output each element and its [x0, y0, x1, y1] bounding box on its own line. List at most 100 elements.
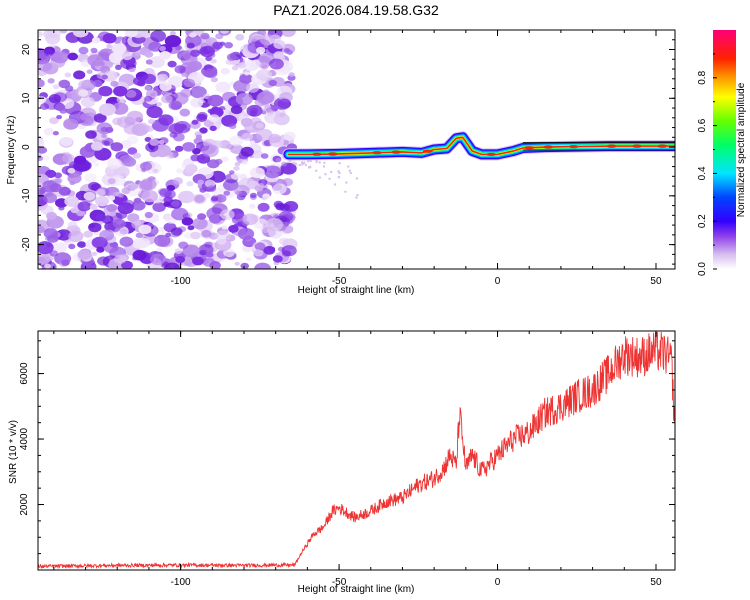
noise-blob: [272, 183, 287, 195]
noise-blob: [125, 89, 137, 98]
noise-blob: [107, 178, 116, 185]
noise-dot: [337, 175, 340, 179]
noise-blob: [38, 146, 48, 154]
noise-blob: [269, 58, 284, 70]
noise-blob: [172, 152, 179, 157]
noise-dot: [344, 190, 347, 193]
noise-blob: [158, 114, 174, 126]
noise-dot: [333, 183, 337, 186]
noise-dot: [301, 163, 304, 166]
noise-blob: [98, 103, 116, 116]
noise-blob: [224, 42, 234, 49]
noise-blob: [97, 256, 110, 266]
noise-blob: [95, 188, 106, 197]
y-tick-label: 2000: [19, 493, 30, 516]
noise-blob: [115, 64, 122, 70]
noise-blob: [140, 178, 157, 191]
noise-blob: [80, 96, 96, 108]
noise-blob: [157, 73, 169, 82]
noise-blob: [158, 139, 165, 145]
noise-blob: [101, 74, 108, 80]
noise-blob: [121, 187, 131, 195]
noise-blob: [199, 46, 215, 58]
ridge-peak: [524, 146, 535, 150]
noise-blob: [142, 73, 157, 85]
snr-xlabel: Height of straight line (km): [298, 584, 415, 595]
noise-blob: [110, 142, 124, 152]
noise-blob: [228, 225, 239, 233]
noise-dot: [330, 170, 333, 174]
noise-blob: [68, 243, 76, 250]
ridge-peak: [311, 152, 322, 156]
noise-blob: [67, 52, 78, 61]
noise-dot: [294, 162, 297, 165]
ridge-peak: [422, 149, 433, 153]
noise-blob: [182, 142, 196, 152]
noise-blob: [141, 190, 158, 203]
ridge-peak: [486, 152, 497, 156]
noise-blob: [184, 164, 198, 174]
noise-blob: [38, 252, 51, 265]
noise-blob: [79, 145, 96, 158]
noise-blob: [205, 251, 214, 258]
noise-blob: [103, 204, 120, 217]
noise-blob: [68, 230, 84, 242]
noise-blob: [195, 134, 203, 140]
noise-blob: [189, 32, 197, 38]
colorbar-tick-label: 0.8: [697, 70, 708, 84]
noise-blob: [229, 135, 244, 147]
noise-blob: [240, 146, 254, 157]
noise-blob: [54, 103, 66, 111]
noise-blob: [186, 181, 194, 187]
ridge-peak: [327, 152, 338, 156]
noise-blob: [126, 135, 139, 145]
colorbar-tick-label: 0.6: [697, 118, 708, 132]
noise-blob: [207, 94, 224, 107]
noise-blob: [281, 245, 297, 257]
noise-blob: [38, 61, 52, 72]
noise-blob: [80, 113, 91, 121]
noise-blob: [131, 238, 146, 249]
noise-blob: [230, 105, 243, 115]
noise-blob: [197, 111, 208, 120]
noise-blob: [150, 253, 166, 266]
noise-blob: [200, 32, 210, 40]
noise-blob: [199, 127, 208, 134]
noise-blob: [110, 80, 119, 87]
snr-ylabel: SNR (10 * v/v): [8, 420, 19, 484]
noise-blob: [127, 213, 140, 223]
noise-blob: [156, 102, 162, 107]
noise-blob: [93, 113, 107, 123]
noise-blob: [172, 265, 180, 269]
noise-blob: [49, 250, 58, 257]
noise-blob: [159, 45, 166, 52]
noise-blob: [277, 98, 292, 109]
noise-blob: [144, 51, 154, 58]
noise-blob: [112, 192, 119, 197]
noise-blob: [255, 128, 273, 142]
noise-blob: [111, 102, 129, 115]
y-tick-label: 4000: [19, 427, 30, 450]
noise-dot: [337, 170, 340, 173]
noise-blob: [133, 76, 145, 86]
noise-blob: [150, 30, 167, 42]
noise-blob: [86, 69, 93, 74]
noise-blob: [38, 78, 45, 88]
x-tick-label: 0: [495, 276, 501, 287]
noise-blob: [78, 80, 91, 89]
noise-dot: [307, 160, 310, 163]
noise-blob: [181, 217, 194, 226]
noise-blob: [113, 219, 126, 229]
noise-blob: [67, 173, 82, 184]
noise-blob: [132, 152, 142, 159]
noise-dot: [356, 194, 359, 197]
noise-blob: [58, 186, 71, 196]
noise-blob: [256, 46, 266, 54]
noise-blob: [159, 188, 172, 198]
noise-blob: [149, 138, 160, 146]
noise-blob: [241, 132, 253, 141]
noise-blob: [191, 119, 199, 125]
noise-blob: [52, 131, 59, 136]
noise-blob: [268, 133, 282, 144]
noise-blob: [159, 82, 172, 92]
